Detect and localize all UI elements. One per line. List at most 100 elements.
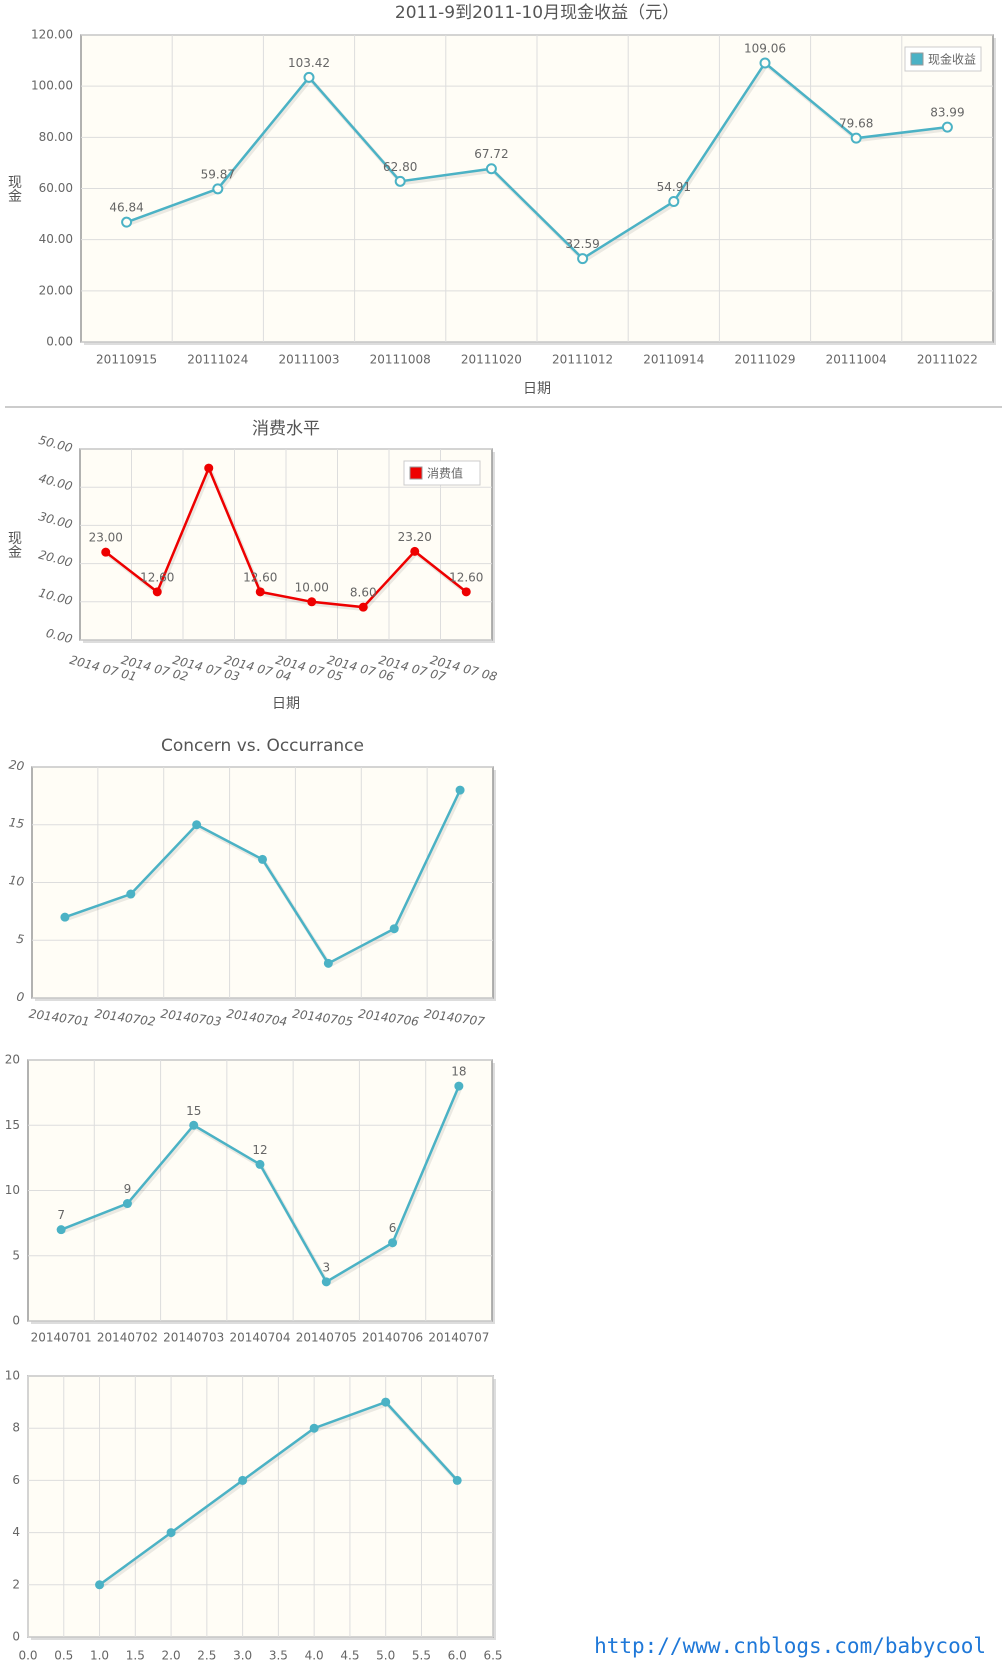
- y-tick-label: 10: [5, 1369, 20, 1383]
- y-tick-label: 6: [12, 1473, 20, 1487]
- data-label: 62.80: [383, 160, 417, 174]
- point: [60, 912, 70, 922]
- point: [454, 1081, 464, 1091]
- x-tick-label: 6.0: [448, 1649, 467, 1663]
- x-tick-label: 0.0: [18, 1649, 37, 1663]
- series-line: [126, 61, 948, 261]
- x-tick-label: 20140706: [357, 1007, 420, 1029]
- legend: 消费值: [403, 460, 481, 486]
- point: [485, 163, 497, 175]
- plot-area: [27, 1375, 494, 1638]
- data-label: 46.84: [109, 201, 143, 215]
- point: [212, 183, 224, 195]
- point: [189, 1120, 199, 1130]
- data-label: 3: [322, 1260, 330, 1274]
- x-tick-label: 6.5: [483, 1649, 502, 1663]
- point: [307, 597, 317, 607]
- y-tick-label: 10: [5, 1183, 20, 1197]
- x-tick-label: 20140704: [226, 1007, 288, 1029]
- point: [759, 57, 771, 69]
- x-tick-label: 20140701: [31, 1331, 92, 1345]
- y-tick-label: 40.00: [39, 232, 73, 246]
- point: [389, 924, 399, 934]
- data-label: 12.60: [243, 570, 277, 584]
- x-tick-label: 20111022: [917, 353, 978, 367]
- y-tick-label: 8: [12, 1421, 20, 1435]
- data-label: 109.06: [744, 41, 786, 55]
- point: [577, 253, 589, 265]
- x-tick-label: 20111020: [461, 353, 522, 367]
- y-tick-label: 120.00: [31, 28, 73, 42]
- x-axis-title: 日期: [272, 696, 300, 712]
- x-tick-label: 20111003: [278, 353, 339, 367]
- y-tick-label: 40.00: [37, 471, 74, 494]
- y-tick-label: 0.00: [46, 335, 73, 349]
- series-line: [104, 464, 468, 609]
- y-tick-label: 60.00: [39, 181, 73, 195]
- series-line: [98, 1400, 459, 1586]
- point: [850, 132, 862, 144]
- x-tick-label: 20111008: [370, 353, 431, 367]
- x-tick-label: 20140707: [428, 1331, 489, 1345]
- x-tick-label: 20111012: [552, 353, 613, 367]
- y-tick-label: 0: [12, 1630, 20, 1644]
- data-label: 32.59: [565, 237, 599, 251]
- y-tick-label: 50.00: [37, 433, 74, 456]
- y-tick-label: 20.00: [39, 283, 73, 297]
- x-tick-label: 20140707: [423, 1007, 486, 1029]
- x-tick-label: 20140703: [160, 1007, 222, 1029]
- data-label: 9: [124, 1182, 132, 1196]
- x-tick-label: 4.5: [340, 1649, 359, 1663]
- x-tick-label: 0.5: [54, 1649, 73, 1663]
- x-tick-label: 20140705: [291, 1007, 353, 1029]
- chart-title: 2011-9到2011-10月现金收益（元）: [395, 3, 679, 23]
- data-label: 67.72: [474, 147, 508, 161]
- y-tick-label: 20: [5, 1053, 20, 1067]
- y-tick-label: 4: [12, 1525, 20, 1539]
- point: [255, 587, 265, 597]
- y-tick-label: 0: [12, 1314, 20, 1328]
- y-tick-label: 5: [16, 932, 26, 947]
- legend-label: 消费值: [427, 466, 463, 481]
- x-tick-label: 20111029: [734, 353, 795, 367]
- legend: 现金收益: [904, 46, 982, 72]
- data-label: 12.60: [449, 570, 483, 584]
- y-tick-label: 0.00: [45, 626, 75, 647]
- data-label: 103.42: [288, 56, 330, 70]
- y-tick-label: 5: [12, 1248, 20, 1262]
- y-tick-label: 15: [8, 815, 25, 831]
- chart-title: Concern vs. Occurrance: [161, 736, 364, 756]
- y-tick-label: 10: [8, 873, 25, 889]
- x-tick-label: 20110915: [96, 353, 157, 367]
- x-tick-label: 20140704: [229, 1331, 290, 1345]
- data-label: 7: [57, 1208, 65, 1222]
- x-tick-label: 20111004: [826, 353, 887, 367]
- point: [941, 121, 953, 133]
- x-tick-label: 20140705: [296, 1331, 357, 1345]
- y-tick-label: 100.00: [31, 79, 73, 93]
- x-axis-title: 日期: [523, 381, 551, 397]
- point: [101, 547, 111, 557]
- point: [461, 587, 471, 597]
- footer-link[interactable]: http://www.cnblogs.com/babycool: [594, 1634, 986, 1658]
- y-axis-title: 现金: [6, 531, 22, 559]
- point: [258, 854, 267, 864]
- x-tick-label: 5.0: [376, 1649, 395, 1663]
- y-axis-title: 现金: [6, 175, 22, 203]
- point: [358, 602, 368, 612]
- y-tick-label: 0: [16, 990, 26, 1005]
- data-label: 18: [451, 1065, 466, 1079]
- point: [152, 587, 162, 597]
- data-label: 12: [252, 1143, 267, 1157]
- x-tick-label: 20140702: [94, 1007, 156, 1029]
- point: [410, 546, 420, 556]
- x-tick-label: 4.0: [305, 1649, 324, 1663]
- data-label: 23.00: [89, 531, 123, 545]
- data-label: 10.00: [295, 580, 329, 594]
- x-tick-label: 2.0: [162, 1649, 181, 1663]
- data-label: 12.60: [140, 570, 174, 584]
- point: [95, 1580, 105, 1590]
- data-label: 15: [186, 1104, 201, 1118]
- point: [381, 1397, 391, 1407]
